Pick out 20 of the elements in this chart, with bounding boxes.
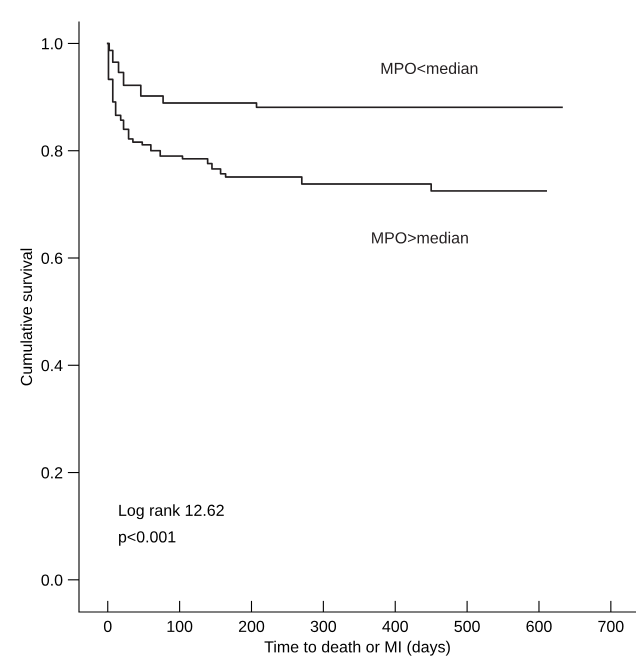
text: MPO>median bbox=[372, 232, 468, 244]
y-tick-label: 0.8 bbox=[41, 145, 62, 157]
y-tick-label: 0.4 bbox=[41, 360, 63, 372]
x-tick-label: 300 bbox=[310, 620, 336, 632]
y-tick-label: 0.2 bbox=[41, 467, 62, 478]
x-tick-label: 400 bbox=[382, 620, 408, 632]
annotation: Log rank 12.62 bbox=[119, 504, 224, 520]
annotation: p<0.001 bbox=[119, 531, 176, 546]
y-axis-title: Cumulative survival bbox=[20, 248, 32, 386]
y-tick-label: 1.0 bbox=[42, 38, 62, 50]
x-axis-title: Time to death or MI (days) bbox=[264, 640, 450, 656]
x-tick-label: 600 bbox=[526, 620, 552, 632]
x-tick-label: 100 bbox=[168, 620, 192, 632]
y-tick-label: 0.6 bbox=[41, 252, 62, 264]
y-tick-label: 0.0 bbox=[41, 574, 62, 586]
x-tick-label: 700 bbox=[598, 620, 624, 632]
text: MPO<median bbox=[382, 62, 478, 74]
x-tick-label: 200 bbox=[238, 620, 264, 632]
x-tick-label: 0 bbox=[104, 620, 112, 632]
x-tick-label: 500 bbox=[454, 620, 480, 632]
